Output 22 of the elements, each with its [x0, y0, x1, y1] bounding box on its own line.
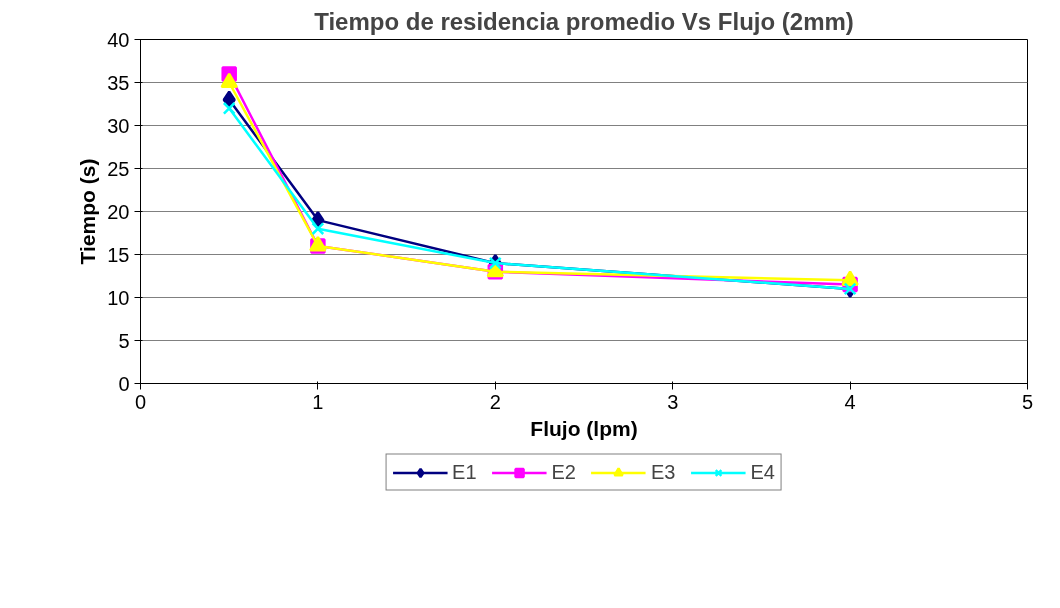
legend-label: E4: [750, 460, 775, 484]
chart-title: Tiempo de residencia promedio Vs Flujo (2mm): [314, 7, 854, 35]
legend-label: E2: [551, 460, 576, 484]
y-tick-label: 10: [107, 286, 130, 309]
legend-label: E1: [452, 460, 477, 484]
y-tick-label: 5: [118, 329, 130, 352]
y-tick-label: 15: [107, 243, 130, 266]
y-tick-label: 25: [107, 157, 130, 180]
y-tick-label: 0: [118, 372, 130, 395]
y-tick-label: 20: [107, 200, 130, 223]
x-tick-label: 0: [134, 390, 147, 413]
x-tick-label: 1: [312, 390, 324, 413]
y-tick-label: 40: [107, 28, 130, 51]
y-tick-label: 35: [107, 71, 130, 94]
x-tick-label: 5: [1021, 390, 1034, 413]
legend-label: E3: [651, 460, 676, 484]
x-tick-label: 4: [844, 390, 856, 413]
x-axis-title: Flujo (lpm): [530, 416, 638, 440]
x-tick-label: 2: [489, 390, 501, 413]
y-axis-title: Tiempo (s): [76, 158, 100, 265]
x-tick-label: 3: [667, 390, 679, 413]
y-tick-label: 30: [107, 114, 130, 137]
